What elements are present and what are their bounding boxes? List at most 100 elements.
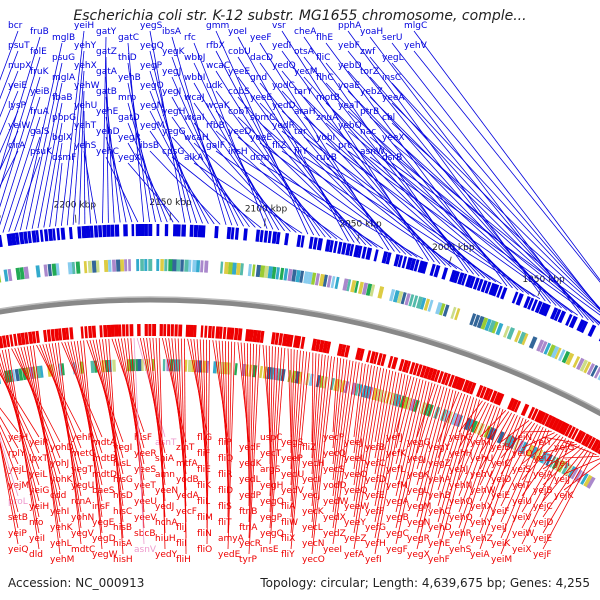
gene-leader-line: [416, 383, 436, 438]
gene-leader-line: [500, 428, 547, 539]
feature-block: [364, 385, 372, 399]
gene-leader-line: [458, 405, 495, 497]
gene-label: yehQ: [449, 513, 473, 523]
backbone-ring-layer: [0, 296, 600, 417]
feature-block: [539, 340, 548, 354]
gene-label: rcnA: [71, 497, 92, 507]
feature-block: [554, 419, 564, 433]
feature-block: [547, 344, 557, 357]
feature-block: [176, 259, 181, 272]
gene-label: fliC: [316, 53, 330, 63]
gene-leader-line: [521, 438, 567, 513]
feature-block: [423, 366, 431, 379]
gene-label: wcaH: [184, 133, 209, 143]
gene-leader-line: [73, 341, 103, 502]
gene-label: hchA: [155, 518, 178, 528]
feature-block: [267, 230, 272, 244]
gene-leader-line: [303, 156, 502, 285]
gene-label: yegS: [281, 438, 304, 448]
gene-label: ibsA: [162, 27, 182, 37]
feature-block: [269, 367, 275, 380]
gene-label: mdtA: [92, 438, 117, 448]
feature-block: [336, 343, 344, 357]
gene-leader-line: [0, 416, 19, 449]
gene-leader-line: [479, 412, 513, 470]
gene-label: fliN: [197, 529, 212, 539]
gene-label: yegN: [407, 518, 430, 528]
gene-label: yehM: [50, 555, 74, 565]
gene-leader-line: [458, 401, 486, 449]
gene-leader-line: [149, 130, 215, 225]
feature-block: [476, 278, 484, 292]
gene-label: yedY: [155, 550, 178, 560]
feature-block: [123, 224, 128, 237]
gene-leader-line: [563, 458, 600, 475]
gene-label: yeeF: [250, 33, 272, 43]
feature-block: [112, 359, 116, 372]
gene-leader-line: [521, 436, 564, 497]
feature-block: [16, 333, 23, 346]
gene-label: yehX: [74, 61, 97, 71]
gene-leader-line: [72, 70, 85, 225]
gene-label: yeeR: [134, 449, 157, 459]
gene-leader-line: [237, 156, 384, 250]
gene-label: yehF: [428, 555, 450, 565]
feature-block: [401, 256, 408, 269]
gene-label: yegQ: [260, 529, 284, 539]
gene-label: yehS: [449, 545, 472, 555]
gene-label: yeeY: [344, 518, 366, 528]
gene-leader-line: [458, 408, 504, 545]
gene-label: yecT: [260, 449, 282, 459]
feature-block: [577, 431, 586, 444]
gene-leader-line: [0, 436, 19, 497]
feature-block: [549, 307, 559, 320]
feature-block: [514, 330, 522, 343]
feature-block: [542, 452, 551, 465]
feature-block: [137, 324, 141, 337]
gene-label: yegI: [113, 443, 132, 453]
feature-block: [438, 303, 446, 316]
gene-label: cdd: [50, 491, 66, 501]
feature-block: [39, 229, 44, 242]
gene-label: wcaC: [206, 61, 230, 71]
gene-leader-line: [437, 396, 472, 507]
feature-block: [164, 224, 169, 237]
gene-label: yegC: [386, 529, 409, 539]
feature-block: [177, 224, 181, 237]
feature-block: [395, 394, 402, 407]
gene-label: yedR: [272, 121, 295, 131]
gene-leader-line: [416, 387, 448, 502]
feature-block: [587, 324, 597, 337]
gene-label: yeiW: [512, 529, 534, 539]
feature-block: [376, 352, 383, 366]
gene-leader-line: [259, 62, 395, 252]
feature-block: [381, 251, 389, 264]
feature-block: [318, 273, 325, 287]
feature-block: [234, 363, 238, 376]
gene-label: yehB: [428, 491, 451, 501]
gene-label: hisL: [113, 459, 131, 469]
gene-leader-line: [193, 162, 303, 234]
gene-leader-line: [303, 136, 497, 283]
gene-label: fliR: [218, 470, 232, 480]
feature-block: [361, 246, 367, 259]
gene-label: yegK: [162, 47, 186, 57]
gene-label: yecJ: [302, 491, 320, 501]
feature-block: [77, 226, 82, 239]
feature-block: [461, 273, 468, 286]
gene-label: yehT: [470, 438, 493, 448]
feature-block: [340, 344, 347, 357]
gene-label: yecH: [302, 459, 325, 469]
feature-block: [10, 232, 17, 246]
feature-block: [476, 384, 484, 398]
feature-block: [361, 282, 369, 295]
forward-cds-track: [0, 224, 600, 342]
feature-block: [71, 261, 76, 275]
gene-leader-line: [14, 347, 61, 459]
feature-block: [462, 379, 470, 393]
feature-block: [35, 265, 41, 278]
gene-leader-line: [521, 430, 552, 433]
feature-block: [449, 269, 457, 283]
gene-label: hisA: [113, 539, 133, 549]
gene-leader-line: [374, 370, 394, 475]
